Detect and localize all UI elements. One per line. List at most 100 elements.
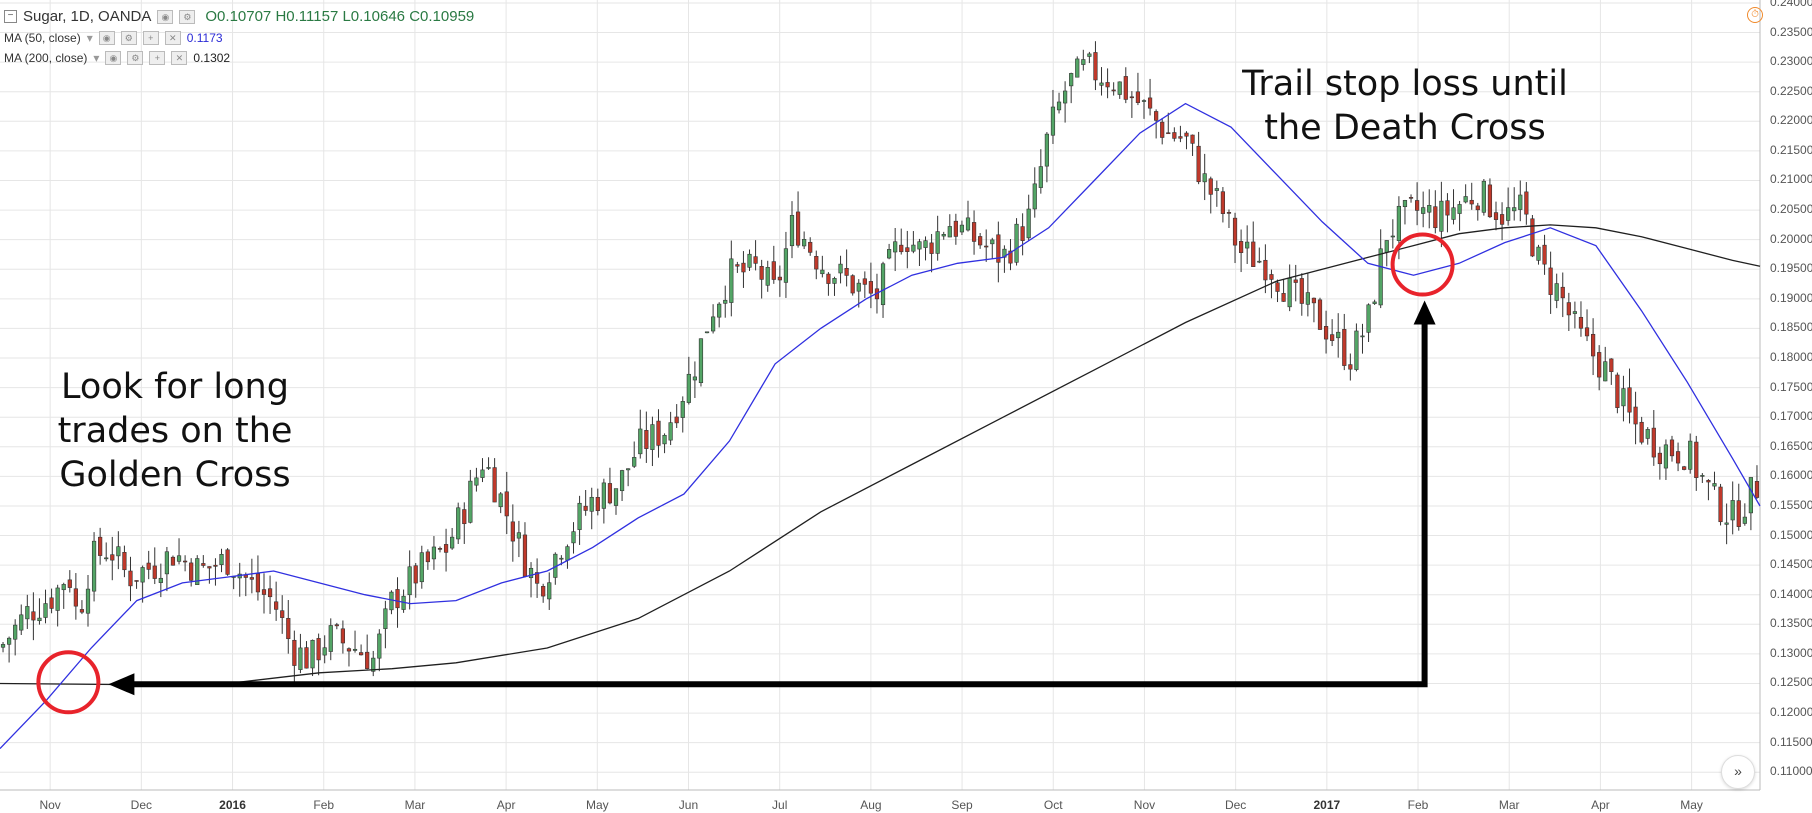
scroll-right-icon[interactable]: » — [1721, 755, 1755, 789]
candle — [1700, 473, 1705, 483]
candle-body — [1141, 100, 1147, 102]
candle — [225, 548, 230, 576]
candle — [1239, 229, 1244, 273]
time-tick-label: Oct — [1043, 798, 1063, 812]
candle-body — [856, 282, 861, 292]
annotation-overlays — [36, 232, 1455, 715]
candle-body — [1742, 516, 1747, 524]
chevron-down-icon[interactable]: ▾ — [93, 51, 100, 65]
candle-body — [1050, 106, 1056, 136]
candle-body — [528, 567, 534, 579]
candle-body — [711, 316, 716, 332]
candle-body — [25, 606, 30, 620]
candle-body — [328, 625, 333, 652]
visibility-icon[interactable]: ◉ — [98, 31, 115, 45]
settings-icon[interactable]: ⚙ — [127, 51, 144, 65]
candle-body — [638, 428, 643, 455]
candle-body — [1682, 466, 1687, 470]
candle — [990, 237, 995, 259]
alert-icon[interactable]: ⏱ — [1747, 7, 1763, 23]
candle — [516, 520, 521, 558]
candle-body — [1633, 406, 1638, 425]
candle — [965, 200, 971, 232]
candle — [1093, 41, 1098, 91]
candle — [1311, 297, 1317, 323]
candle-body — [1645, 429, 1650, 439]
close-icon[interactable]: ✕ — [164, 31, 181, 45]
candle — [668, 411, 673, 446]
candle-body — [662, 434, 667, 445]
candle — [844, 249, 849, 287]
candle-body — [1506, 207, 1511, 221]
candle — [1633, 391, 1638, 445]
candle-body — [1700, 475, 1705, 477]
close-icon[interactable]: ✕ — [171, 51, 188, 65]
candle — [377, 629, 382, 672]
candle — [1348, 353, 1353, 381]
candle-body — [1075, 58, 1080, 78]
candle-body — [808, 241, 813, 253]
candle-body — [929, 242, 934, 254]
arrow-head-up — [1413, 300, 1436, 325]
candle-body — [613, 488, 619, 506]
candle — [152, 547, 157, 585]
chart-grid — [0, 0, 1761, 791]
candle-body — [838, 263, 843, 274]
candle-body — [905, 247, 910, 252]
candle-body — [158, 577, 163, 583]
candle — [183, 555, 188, 572]
candle-body — [85, 588, 91, 614]
candle-body — [1069, 73, 1074, 87]
candle — [899, 228, 904, 255]
settings-icon[interactable]: ⚙ — [179, 9, 196, 24]
candle-body — [1481, 180, 1486, 213]
candle-body — [1008, 250, 1013, 264]
price-axis[interactable] — [1762, 0, 1812, 790]
ma200-legend-row[interactable]: MA (200, close) ▾ ◉ ⚙ + ✕ 0.1302 — [4, 51, 230, 65]
candle-body — [632, 457, 637, 467]
ma50-legend-row[interactable]: MA (50, close) ▾ ◉ ⚙ + ✕ 0.1173 — [4, 31, 223, 45]
candle-body — [1135, 91, 1141, 103]
arrow-line — [130, 312, 1428, 688]
price-tick-label: 0.19000 — [1770, 290, 1812, 305]
candle — [1050, 89, 1056, 144]
candle — [437, 546, 443, 553]
candle — [1317, 297, 1323, 330]
candle — [1336, 313, 1341, 358]
price-tick-label: 0.19500 — [1770, 261, 1812, 276]
candle-body — [1220, 191, 1225, 214]
candle-body — [1603, 361, 1608, 382]
candle-body — [953, 220, 958, 237]
candle — [1530, 214, 1535, 258]
chevron-down-icon[interactable]: ▾ — [86, 31, 93, 45]
candle — [79, 600, 85, 615]
candle-body — [522, 534, 528, 577]
candle — [510, 504, 515, 562]
candle — [1657, 446, 1662, 480]
candle — [486, 457, 491, 470]
candle — [1366, 303, 1371, 342]
candle-body — [753, 256, 758, 264]
add-icon[interactable]: + — [142, 31, 159, 45]
candle — [395, 577, 400, 628]
settings-icon[interactable]: ⚙ — [120, 31, 137, 45]
add-icon[interactable]: + — [149, 51, 166, 65]
candle-body — [1469, 199, 1474, 205]
collapse-icon[interactable]: − — [4, 10, 17, 23]
candle — [1584, 309, 1590, 342]
candle — [1597, 345, 1602, 391]
candle — [13, 619, 18, 656]
candle-body — [1499, 214, 1505, 225]
visibility-icon[interactable]: ◉ — [105, 51, 122, 65]
candle — [1487, 178, 1493, 219]
candle — [37, 598, 42, 625]
candle — [644, 411, 649, 463]
annotation-line: Golden Cross — [59, 455, 291, 495]
visibility-icon[interactable]: ◉ — [157, 9, 174, 24]
candle — [49, 588, 54, 614]
candle-body — [1524, 191, 1529, 215]
candle — [959, 220, 965, 236]
candle-body — [1348, 364, 1353, 370]
candle — [1499, 202, 1505, 241]
